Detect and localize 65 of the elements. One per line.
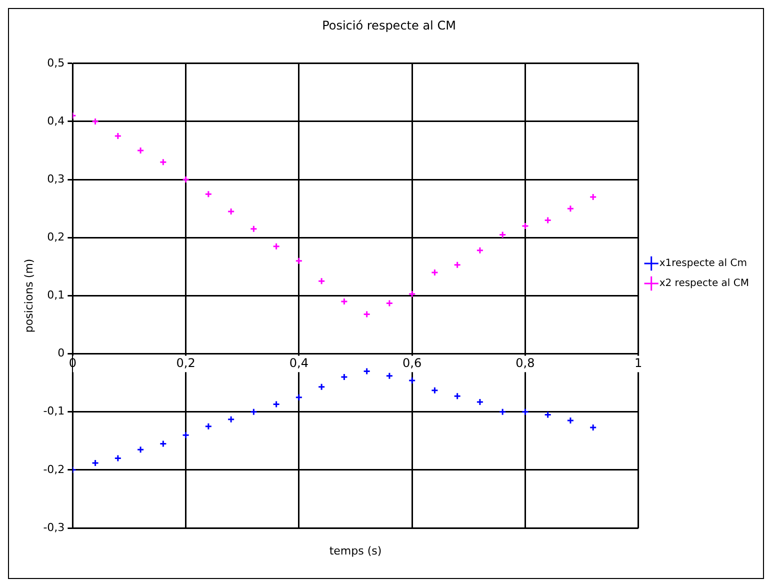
point [408,290,416,298]
x-tick-label: 0,6 [402,356,422,370]
y-tick-label: 0,3 [47,172,65,186]
point [408,376,416,384]
point [204,190,212,198]
point [340,298,348,306]
point [454,392,462,400]
y-tick-label: 0,1 [47,288,65,302]
point [250,225,258,233]
point [92,459,100,467]
point [454,261,462,269]
point [114,454,122,462]
y-tick-label: 0,5 [47,56,65,70]
legend-label: x2 respecte al CM [659,278,750,290]
point [498,408,506,416]
point [566,416,574,424]
point [159,158,167,166]
point [476,246,484,254]
x-tick-label: 0,2 [176,356,196,370]
point [544,411,552,419]
point [295,257,303,265]
point [318,277,326,285]
x-tick-label: 0,4 [289,356,308,370]
point [566,204,574,212]
x-tick-label: 1 [634,356,642,370]
point [589,193,597,201]
point [340,373,348,381]
point [544,216,552,224]
point [182,176,190,184]
point [92,118,100,126]
chart-title: Posició respecte al CM [322,18,456,32]
point [363,310,371,318]
point [114,132,122,140]
y-tick-label: -0,1 [43,404,65,418]
point [430,386,438,394]
point [272,400,280,408]
point [295,394,303,402]
point [589,424,597,432]
point [430,268,438,276]
y-tick-label: -0,2 [43,462,65,476]
y-tick-label: 0 [58,346,65,360]
point [182,431,190,439]
point [227,208,235,216]
point [498,230,506,238]
point [136,146,144,154]
point [521,408,529,416]
legend-label: x1respecte al Cm [659,258,747,270]
point [318,383,326,391]
x-axis-title: temps (s) [329,544,382,558]
point [227,416,235,424]
point [136,446,144,454]
point [204,422,212,430]
point [386,372,394,380]
y-axis-title: posicions (m) [22,258,36,333]
point [250,408,258,416]
point [476,398,484,406]
point [159,440,167,448]
point [521,222,529,230]
point [272,242,280,250]
y-tick-label: 0,2 [47,230,65,244]
point [363,367,371,375]
y-tick-label: 0,4 [47,114,65,128]
x-tick-label: 0,8 [516,356,535,370]
y-tick-label: -0,3 [43,520,65,534]
point [386,300,394,307]
